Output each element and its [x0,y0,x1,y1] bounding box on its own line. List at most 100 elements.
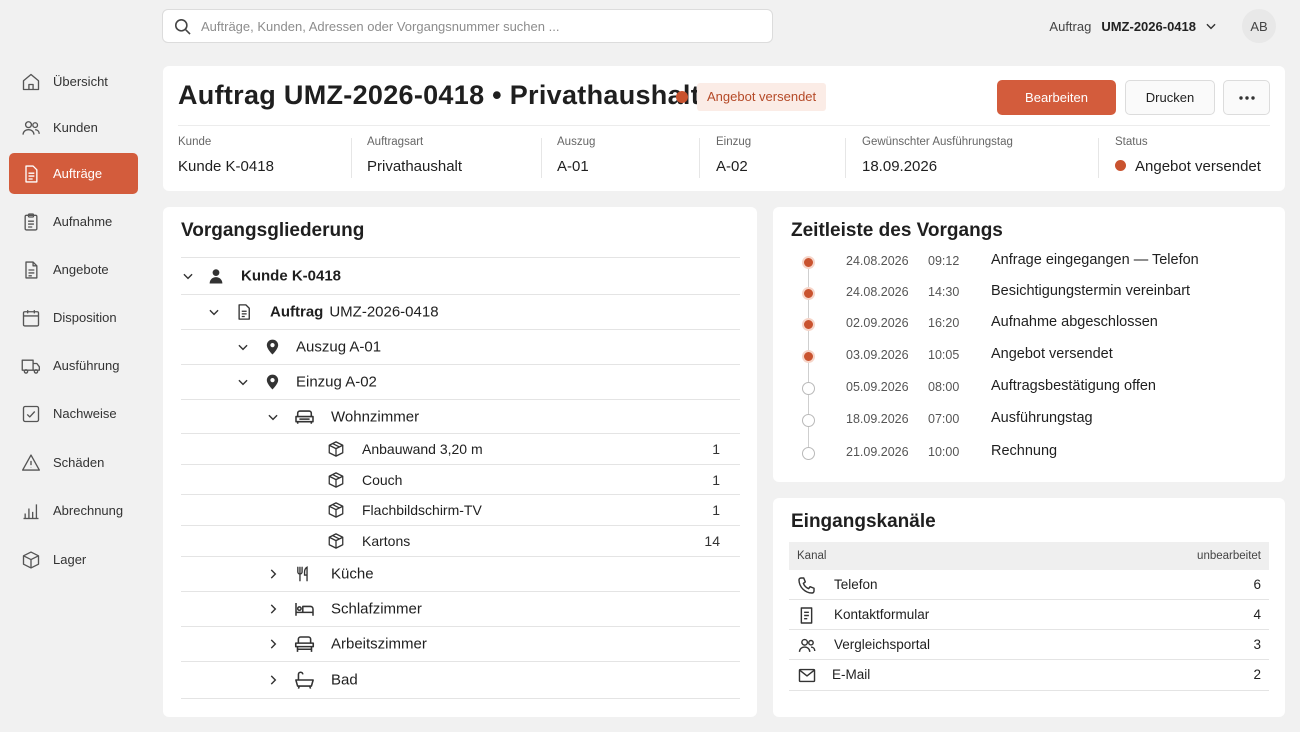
tree-row-item[interactable]: Kartons 14 [181,525,740,556]
tree-row-label-text: UMZ-2026-0418 [329,303,439,321]
more-button[interactable] [1223,80,1270,115]
context-value[interactable]: UMZ-2026-0418 [1101,18,1196,34]
tree-row-label: Kartons [362,533,411,549]
sidebar-item-disposition[interactable]: Disposition [9,297,138,338]
calendar-icon [22,309,40,327]
tree-row-auftrag[interactable]: Auftrag UMZ-2026-0418 [181,294,740,329]
truck-icon [21,359,40,374]
event-time: 16:20 [928,316,960,330]
meta-label: Auszug [557,136,596,148]
tree-row-auszug[interactable]: Auszug A-01 [181,329,740,364]
chevron-right-icon[interactable] [266,637,280,651]
meta-label: Gewünschter Ausführungstag [862,136,1013,148]
event-text: Rechnung [991,443,1058,459]
tree-row-item[interactable]: Couch 1 [181,464,740,495]
meta-value: A-02 [716,158,748,175]
sidebar-item-label: Kunden [53,120,98,135]
tree-card: Vorgangsgliederung Kunde K-0418 Auftrag U… [163,207,757,717]
timeline-dot-open [802,382,815,395]
sidebar-item-schaeden[interactable]: Schäden [9,442,138,483]
tree-row-arbeitszimmer[interactable]: Arbeitszimmer [181,626,740,661]
context-label: Auftrag [1049,18,1092,34]
search-input[interactable] [201,18,741,34]
chevron-down-icon[interactable] [1204,19,1218,33]
meta-ausfuehrungstag: Gewünschter Ausführungstag 18.09.2026 [862,136,1013,175]
table-row[interactable]: E-Mail 2 [789,660,1269,691]
event-text: Aufnahme abgeschlossen [991,314,1158,330]
sidebar-item-kunden[interactable]: Kunden [9,107,138,148]
chevron-right-icon[interactable] [266,602,280,616]
meta-value: Angebot versendet [1115,158,1261,175]
event-text: Ausführungstag [991,410,1093,426]
item-quantity: 14 [704,533,720,549]
chevron-right-icon[interactable] [266,673,280,687]
tree-row-einzug[interactable]: Einzug A-02 [181,364,740,399]
meta-value: Privathaushalt [367,158,463,175]
tree-row-item[interactable]: Flachbildschirm-TV 1 [181,494,740,525]
timeline-event: 24.08.2026 09:12 Anfrage eingegangen — T… [773,248,1285,276]
sidebar-item-label: Lager [53,552,87,567]
warning-icon [22,453,40,471]
event-time: 14:30 [928,285,960,299]
event-date: 02.09.2026 [846,316,909,330]
table-row[interactable]: Telefon 6 [789,570,1269,600]
tree-title: Vorgangsgliederung [181,220,365,241]
sidebar-item-angebote[interactable]: Angebote [9,249,138,290]
timeline-event: 03.09.2026 10:05 Angebot versendet [773,342,1285,370]
tree-row-bad[interactable]: Bad [181,661,740,698]
sidebar-item-nachweise[interactable]: Nachweise [9,393,138,434]
meta-value: A-01 [557,158,589,175]
timeline-event: 05.09.2026 08:00 Auftragsbestätigung off… [773,374,1285,402]
divider [845,138,846,178]
sidebar-item-auftraege[interactable]: Aufträge [9,153,138,194]
chevron-down-icon[interactable] [236,340,250,354]
meta-label: Einzug [716,136,752,148]
tree-row-label: Auftrag UMZ-2026-0418 [270,304,439,321]
timeline-card: Zeitleiste des Vorgangs 24.08.2026 09:12… [773,207,1285,482]
chevron-down-icon[interactable] [236,375,250,389]
avatar-initials: AB [1250,18,1268,34]
sidebar-item-uebersicht[interactable]: Übersicht [9,61,138,102]
item-quantity: 1 [712,472,720,488]
column-header-unbearbeitet: unbearbeitet [1197,550,1261,562]
package-icon [328,472,344,488]
table-row[interactable]: Vergleichsportal 3 [789,630,1269,660]
divider [699,138,700,178]
package-icon [328,441,344,457]
mail-icon [798,668,816,683]
cutlery-icon [297,566,308,582]
tree-row-schlafzimmer[interactable]: Schlafzimmer [181,591,740,626]
tree-row-label: Couch [362,472,403,488]
divider [351,138,352,178]
divider [1098,138,1099,178]
chevron-down-icon[interactable] [207,305,221,319]
avatar[interactable]: AB [1242,9,1276,43]
chevron-right-icon[interactable] [266,567,280,581]
edit-button[interactable]: Bearbeiten [997,80,1116,115]
sidebar-item-abrechnung[interactable]: Abrechnung [9,490,138,531]
chevron-down-icon[interactable] [181,269,195,283]
tree-row-wohnzimmer[interactable]: Wohnzimmer [181,399,740,433]
tree-row-kueche[interactable]: Küche [181,556,740,591]
sidebar-item-label: Aufnahme [53,214,113,229]
tree-row-kunde[interactable]: Kunde K-0418 [181,257,740,294]
item-quantity: 1 [712,441,720,457]
timeline-dot-done [802,318,815,331]
tree-row-label: Auszug A-01 [296,338,382,356]
tree-row-label: Kunde K-0418 [241,267,342,285]
print-button[interactable]: Drucken [1125,80,1215,115]
tree-row-item[interactable]: Anbauwand 3,20 m 1 [181,433,740,464]
tree-row-label: Arbeitszimmer [331,635,427,653]
home-icon [22,73,40,90]
table-row[interactable]: Kontaktformular 4 [789,600,1269,630]
chevron-down-icon[interactable] [266,410,280,424]
sidebar-item-aufnahme[interactable]: Aufnahme [9,201,138,242]
event-date: 24.08.2026 [846,254,909,268]
sidebar-item-label: Aufträge [53,166,103,181]
channel-name: E-Mail [832,667,871,682]
channel-count: 3 [1253,637,1261,652]
event-text: Besichtigungstermin vereinbart [991,283,1191,299]
event-time: 10:05 [928,348,960,362]
sidebar-item-lager[interactable]: Lager [9,539,138,580]
sidebar-item-ausfuehrung[interactable]: Ausführung [9,345,138,386]
